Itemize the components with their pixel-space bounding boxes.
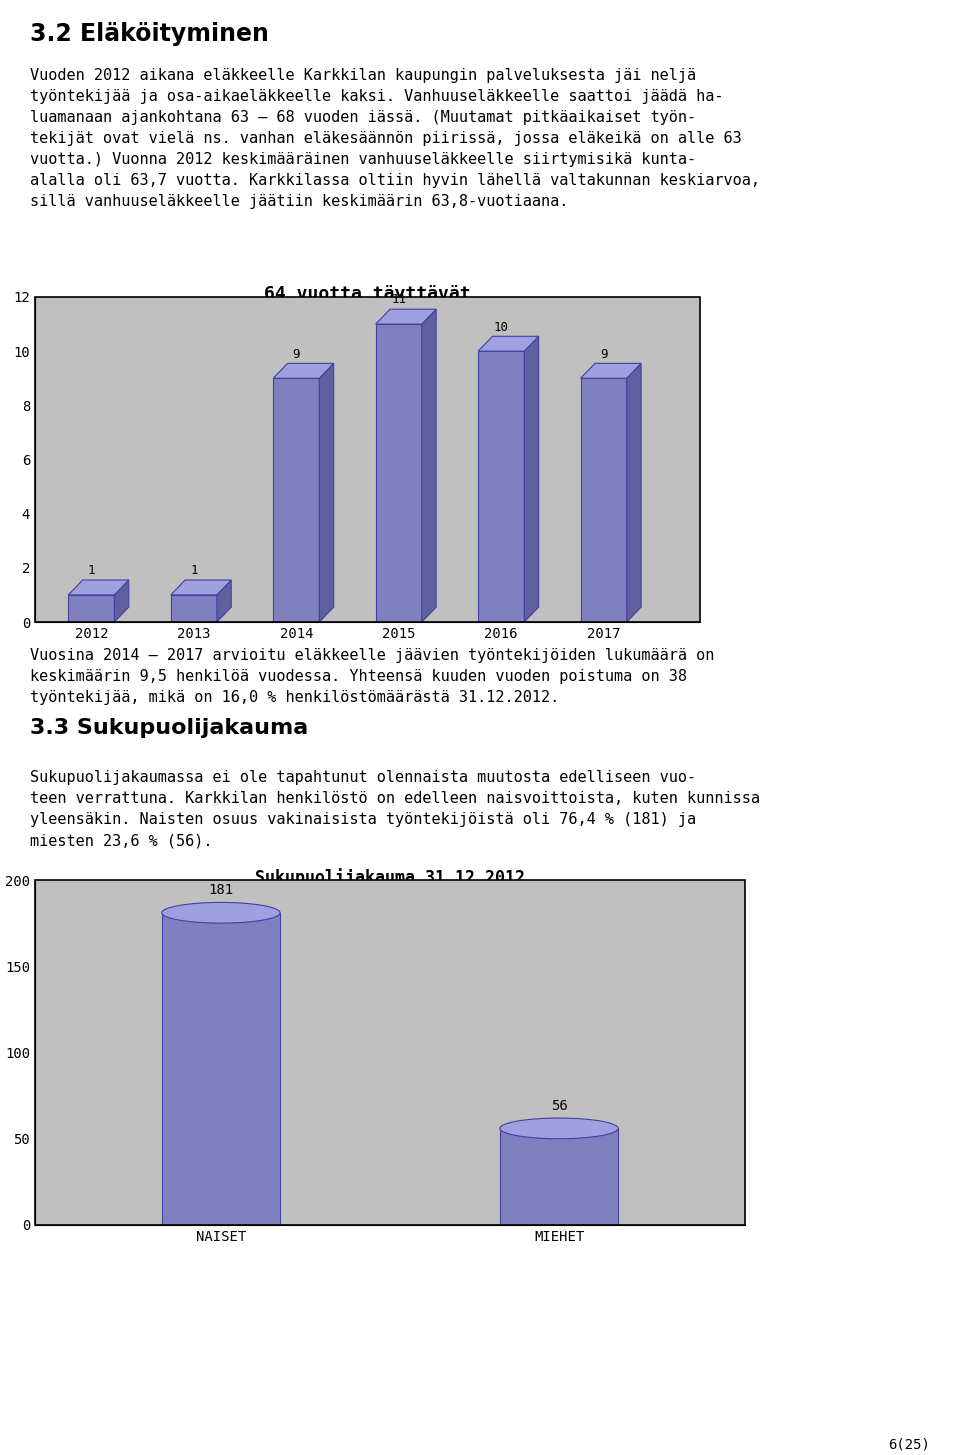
Text: vuotta.) Vuonna 2012 keskimääräinen vanhuuseläkkeelle siirtymisikä kunta-: vuotta.) Vuonna 2012 keskimääräinen vanh… [30,151,696,167]
Text: tekijät ovat vielä ns. vanhan eläkesäännön piirissä, jossa eläkeikä on alle 63: tekijät ovat vielä ns. vanhan eläkesäänn… [30,131,742,146]
Text: 64 vuotta täyttävät: 64 vuotta täyttävät [264,285,470,303]
Text: 1: 1 [87,565,95,578]
Text: Vuosina 2014 – 2017 arvioitu eläkkeelle jäävien työntekijöiden lukumäärä on: Vuosina 2014 – 2017 arvioitu eläkkeelle … [30,647,714,663]
Text: 9: 9 [293,348,300,361]
Text: 10: 10 [493,320,509,333]
Text: alalla oli 63,7 vuotta. Karkkilassa oltiin hyvin lähellä valtakunnan keskiarvoa,: alalla oli 63,7 vuotta. Karkkilassa olti… [30,173,760,188]
Polygon shape [375,308,436,324]
Polygon shape [421,308,436,621]
Bar [162,912,280,1225]
Bar [375,324,421,621]
Text: luamanaan ajankohtana 63 – 68 vuoden iässä. (Muutamat pitkäaikaiset työn-: luamanaan ajankohtana 63 – 68 vuoden iäs… [30,111,696,125]
Text: 11: 11 [392,294,406,307]
Bar [171,595,217,621]
Text: työntekijää, mikä on 16,0 % henkilöstömäärästä 31.12.2012.: työntekijää, mikä on 16,0 % henkilöstömä… [30,690,560,706]
Polygon shape [320,364,334,621]
Text: yleensäkin. Naisten osuus vakinaisista työntekijöistä oli 76,4 % (181) ja: yleensäkin. Naisten osuus vakinaisista t… [30,812,696,826]
Bar [500,1129,618,1225]
Text: miesten 23,6 % (56).: miesten 23,6 % (56). [30,834,212,848]
Polygon shape [114,581,129,621]
Text: 181: 181 [208,883,233,898]
Bar [581,378,627,621]
Ellipse shape [500,1215,618,1235]
Polygon shape [274,364,334,378]
Text: työntekijää ja osa-aikaeläkkeelle kaksi. Vanhuuseläkkeelle saattoi jäädä ha-: työntekijää ja osa-aikaeläkkeelle kaksi.… [30,89,724,103]
Polygon shape [524,336,539,621]
Text: 3.2 Eläköityminen: 3.2 Eläköityminen [30,22,269,47]
Text: teen verrattuna. Karkkilan henkilöstö on edelleen naisvoittoista, kuten kunnissa: teen verrattuna. Karkkilan henkilöstö on… [30,792,760,806]
Polygon shape [217,581,231,621]
Polygon shape [478,336,539,351]
Text: 1: 1 [190,565,198,578]
Polygon shape [581,364,641,378]
Ellipse shape [500,1117,618,1139]
Text: 3.3 Sukupuolijakauma: 3.3 Sukupuolijakauma [30,717,308,738]
Text: 56: 56 [551,1099,567,1113]
Bar [68,595,114,621]
Text: 6(25): 6(25) [888,1438,930,1451]
Ellipse shape [162,902,280,922]
Polygon shape [68,581,129,595]
Text: Sukupuolijakauma 31.12.2012: Sukupuolijakauma 31.12.2012 [255,869,525,888]
Polygon shape [171,581,231,595]
Text: 9: 9 [600,348,608,361]
Text: sillä vanhuuseläkkeelle jäätiin keskimäärin 63,8-vuotiaana.: sillä vanhuuseläkkeelle jäätiin keskimää… [30,194,568,210]
Ellipse shape [162,1215,280,1235]
Text: Vuoden 2012 aikana eläkkeelle Karkkilan kaupungin palveluksesta jäi neljä: Vuoden 2012 aikana eläkkeelle Karkkilan … [30,68,696,83]
Bar [478,351,524,621]
Polygon shape [627,364,641,621]
Bar [274,378,320,621]
Text: keskimäärin 9,5 henkilöä vuodessa. Yhteensä kuuden vuoden poistuma on 38: keskimäärin 9,5 henkilöä vuodessa. Yhtee… [30,669,687,684]
Text: Sukupuolijakaumassa ei ole tapahtunut olennaista muutosta edelliseen vuo-: Sukupuolijakaumassa ei ole tapahtunut ol… [30,770,696,786]
